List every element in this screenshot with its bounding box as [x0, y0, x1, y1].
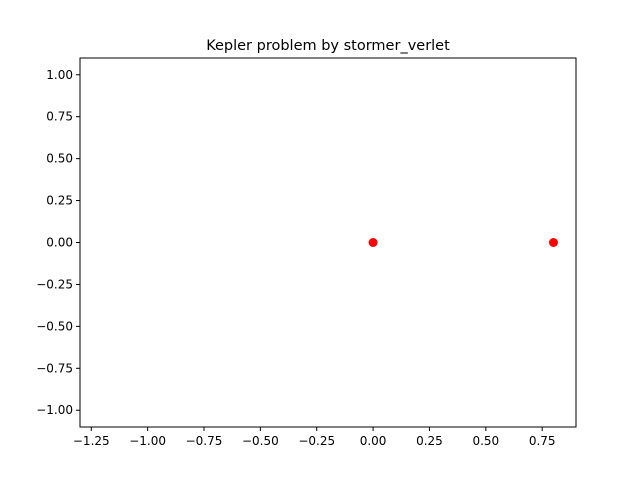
- x-tick-label: 0.00: [360, 434, 387, 448]
- y-tick-label: −1.00: [36, 403, 73, 417]
- x-tick-label: −0.25: [298, 434, 335, 448]
- y-axis: −1.00 −0.75 −0.50 −0.25 0.00 0.25 0.50 0.75 1.00: [36, 68, 80, 417]
- y-tick-label: 0.50: [46, 152, 73, 166]
- y-tick-label: −0.50: [36, 319, 73, 333]
- data-points: [368, 238, 558, 247]
- y-tick-label: 0.25: [46, 194, 73, 208]
- x-tick-label: −1.25: [73, 434, 110, 448]
- data-point: [548, 238, 558, 247]
- y-tick-label: −0.75: [36, 361, 73, 375]
- x-axis: −1.25 −1.00 −0.75 −0.50 −0.25 0.00 0.25 0.50 0.7…: [73, 427, 556, 448]
- plot-frame: [79, 57, 577, 428]
- y-tick-label: 0.00: [46, 236, 73, 250]
- y-tick-label: 0.75: [46, 110, 73, 124]
- x-tick-label: −0.75: [186, 434, 223, 448]
- y-tick-label: 1.00: [46, 68, 73, 82]
- x-tick-label: −1.00: [129, 434, 166, 448]
- data-point: [368, 238, 378, 247]
- x-tick-label: 0.75: [529, 434, 556, 448]
- chart-title: Kepler problem by stormer_verlet: [206, 38, 450, 54]
- x-tick-label: −0.50: [242, 434, 279, 448]
- x-tick-label: 0.50: [472, 434, 499, 448]
- x-tick-label: 0.25: [416, 434, 443, 448]
- y-tick-label: −0.25: [36, 277, 73, 291]
